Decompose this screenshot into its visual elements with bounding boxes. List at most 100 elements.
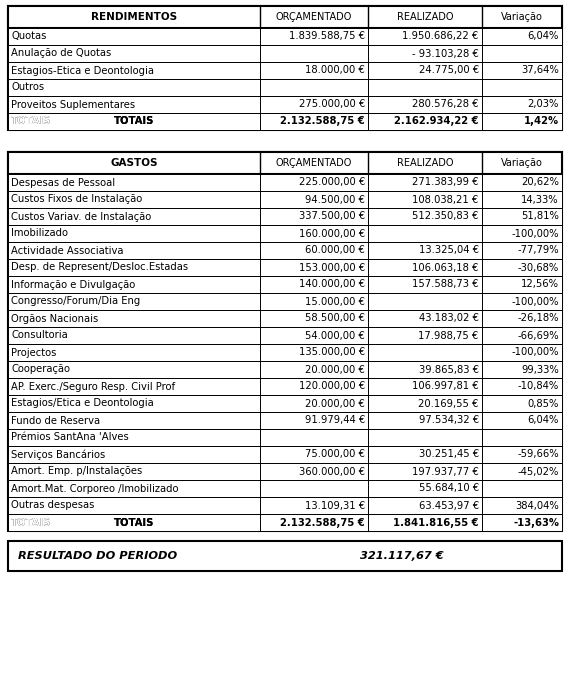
Text: Quotas: Quotas: [11, 31, 46, 42]
Text: 108.038,21 €: 108.038,21 €: [413, 194, 479, 205]
Text: -45,02%: -45,02%: [518, 466, 559, 477]
Text: Custos Variav. de Instalação: Custos Variav. de Instalação: [11, 212, 151, 221]
Text: 14,33%: 14,33%: [522, 194, 559, 205]
Bar: [8, 514, 562, 531]
Bar: [8, 152, 562, 531]
Bar: [8, 6, 562, 130]
Text: 15.000,00 €: 15.000,00 €: [305, 296, 365, 306]
Text: Variação: Variação: [501, 12, 543, 22]
Bar: [8, 208, 562, 225]
Text: Orgãos Nacionais: Orgãos Nacionais: [11, 313, 98, 324]
Text: Estagios-Etica e Deontologia: Estagios-Etica e Deontologia: [11, 65, 154, 75]
Text: TOTAIS: TOTAIS: [11, 518, 51, 528]
Text: 153.000,00 €: 153.000,00 €: [299, 262, 365, 273]
Text: -77,79%: -77,79%: [518, 246, 559, 255]
Bar: [8, 152, 562, 174]
Text: Actividade Associativa: Actividade Associativa: [11, 246, 124, 255]
Text: 37,64%: 37,64%: [521, 65, 559, 75]
Text: -59,66%: -59,66%: [518, 450, 559, 459]
Text: 2,03%: 2,03%: [528, 100, 559, 109]
Bar: [8, 463, 562, 480]
Bar: [8, 96, 562, 113]
Text: 160.000,00 €: 160.000,00 €: [299, 228, 365, 239]
Text: 225.000,00 €: 225.000,00 €: [299, 177, 365, 187]
Text: TOTAIS: TOTAIS: [11, 518, 51, 528]
Text: Estagios/Etica e Deontologia: Estagios/Etica e Deontologia: [11, 399, 154, 409]
Text: Consultoria: Consultoria: [11, 331, 68, 340]
Text: TOTAIS: TOTAIS: [114, 116, 154, 127]
Text: 321.117,67 €: 321.117,67 €: [360, 551, 443, 561]
Text: REALIZADO: REALIZADO: [397, 158, 453, 168]
Text: 1.950.686,22 €: 1.950.686,22 €: [402, 31, 479, 42]
Text: RESULTADO DO PERIODO: RESULTADO DO PERIODO: [18, 551, 177, 561]
Bar: [8, 28, 562, 45]
Text: ORÇAMENTADO: ORÇAMENTADO: [276, 158, 352, 168]
Text: 197.937,77 €: 197.937,77 €: [412, 466, 479, 477]
Text: 99,33%: 99,33%: [521, 365, 559, 374]
Text: Proveitos Suplementares: Proveitos Suplementares: [11, 100, 135, 109]
Text: -26,18%: -26,18%: [518, 313, 559, 324]
Text: 280.576,28 €: 280.576,28 €: [412, 100, 479, 109]
Text: 91.979,44 €: 91.979,44 €: [305, 416, 365, 425]
Bar: [8, 541, 562, 571]
Text: Despesas de Pessoal: Despesas de Pessoal: [11, 177, 115, 187]
Bar: [8, 242, 562, 259]
Bar: [8, 293, 562, 310]
Bar: [8, 259, 562, 276]
Text: 97.534,32 €: 97.534,32 €: [418, 416, 479, 425]
Text: 17.988,75 €: 17.988,75 €: [418, 331, 479, 340]
Text: 63.453,97 €: 63.453,97 €: [418, 500, 479, 510]
Bar: [8, 113, 562, 130]
Bar: [8, 327, 562, 344]
Text: 20.000,00 €: 20.000,00 €: [306, 399, 365, 409]
Text: 106.063,18 €: 106.063,18 €: [412, 262, 479, 273]
Text: 75.000,00 €: 75.000,00 €: [305, 450, 365, 459]
Text: 51,81%: 51,81%: [521, 212, 559, 221]
Text: 20.000,00 €: 20.000,00 €: [306, 365, 365, 374]
Text: 106.997,81 €: 106.997,81 €: [412, 381, 479, 391]
Text: 2.132.588,75 €: 2.132.588,75 €: [280, 518, 365, 528]
Text: ORÇAMENTADO: ORÇAMENTADO: [276, 12, 352, 22]
Text: TOTAIS: TOTAIS: [11, 116, 51, 127]
Bar: [8, 497, 562, 514]
Bar: [8, 429, 562, 446]
Text: Custos Fixos de Instalação: Custos Fixos de Instalação: [11, 194, 143, 205]
Bar: [8, 395, 562, 412]
Text: 140.000,00 €: 140.000,00 €: [299, 280, 365, 290]
Text: GASTOS: GASTOS: [110, 158, 158, 168]
Text: 120.000,00 €: 120.000,00 €: [299, 381, 365, 391]
Text: -10,84%: -10,84%: [518, 381, 559, 391]
Text: 60.000,00 €: 60.000,00 €: [306, 246, 365, 255]
Text: Congresso/Forum/Dia Eng: Congresso/Forum/Dia Eng: [11, 296, 140, 306]
Text: TOTAIS: TOTAIS: [114, 518, 154, 528]
Text: -13,63%: -13,63%: [513, 518, 559, 528]
Text: 18.000,00 €: 18.000,00 €: [306, 65, 365, 75]
Text: 0,85%: 0,85%: [528, 399, 559, 409]
Text: -66,69%: -66,69%: [518, 331, 559, 340]
Bar: [8, 361, 562, 378]
Text: 1.841.816,55 €: 1.841.816,55 €: [393, 518, 479, 528]
Text: 94.500,00 €: 94.500,00 €: [305, 194, 365, 205]
Text: Desp. de Represent/Desloc.Estadas: Desp. de Represent/Desloc.Estadas: [11, 262, 188, 273]
Text: Prémios SantAna 'Alves: Prémios SantAna 'Alves: [11, 432, 129, 443]
Text: 135.000,00 €: 135.000,00 €: [299, 347, 365, 358]
Text: Outros: Outros: [11, 83, 44, 93]
Bar: [8, 480, 562, 497]
Text: Amort. Emp. p/Instalações: Amort. Emp. p/Instalações: [11, 466, 143, 477]
Text: Anulação de Quotas: Anulação de Quotas: [11, 49, 111, 58]
Bar: [8, 6, 562, 28]
Text: -100,00%: -100,00%: [511, 228, 559, 239]
Text: TOTAIS: TOTAIS: [11, 116, 51, 127]
Text: Serviços Bancários: Serviços Bancários: [11, 449, 105, 460]
Text: 12,56%: 12,56%: [521, 280, 559, 290]
Bar: [8, 225, 562, 242]
Text: 1,42%: 1,42%: [524, 116, 559, 127]
Text: -30,68%: -30,68%: [518, 262, 559, 273]
Bar: [8, 344, 562, 361]
Text: RENDIMENTOS: RENDIMENTOS: [91, 12, 177, 22]
Text: 2.132.588,75 €: 2.132.588,75 €: [280, 116, 365, 127]
Text: 39.865,83 €: 39.865,83 €: [419, 365, 479, 374]
Text: Imobilizado: Imobilizado: [11, 228, 68, 239]
Text: 512.350,83 €: 512.350,83 €: [412, 212, 479, 221]
Bar: [8, 79, 562, 96]
